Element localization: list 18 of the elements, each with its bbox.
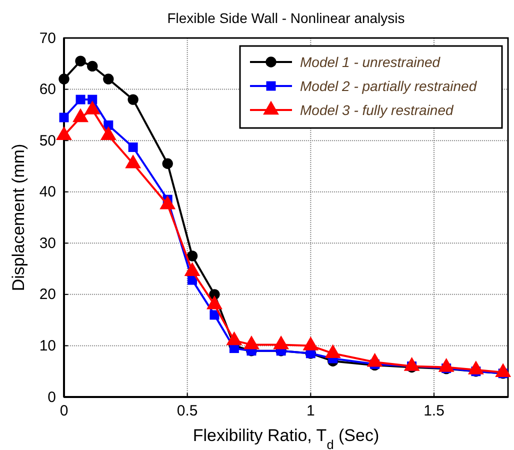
y-tick-label: 40: [39, 184, 56, 201]
x-tick-label: 1: [306, 402, 315, 420]
legend-label: Model 2 - partially restrained: [300, 78, 478, 94]
x-tick-label: 0.5: [176, 402, 198, 420]
x-tick-label: 1.5: [424, 402, 444, 420]
x-axis-title: Flexibility Ratio, T$_{d}$ (Sec): [192, 426, 380, 450]
y-tick-label: 60: [39, 81, 56, 98]
y-axis-title: Displacement (mm): [9, 144, 28, 292]
chart-title: Flexible Side Wall - Nonlinear analysis: [167, 10, 405, 26]
y-tick-label: 10: [39, 338, 56, 355]
legend-label: Model 3 - fully restrained: [300, 102, 455, 118]
y-tick-label: 0: [48, 388, 56, 406]
y-tick-label: 30: [39, 234, 56, 252]
y-tick-label: 70: [39, 30, 56, 47]
y-tick-label: 50: [39, 132, 56, 150]
y-tick-label: 20: [39, 286, 56, 304]
legend-label: Model 1 - unrestrained: [300, 54, 442, 70]
x-tick-label: 0: [60, 402, 68, 420]
